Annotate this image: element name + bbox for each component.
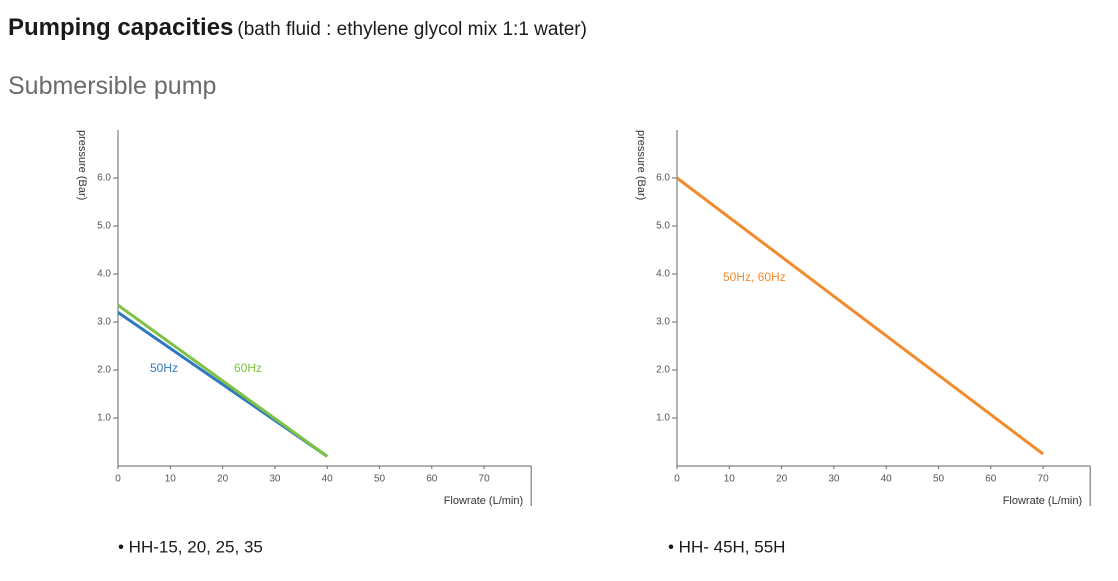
y-tick-label: 4.0 bbox=[97, 269, 111, 280]
x-tick-label: 60 bbox=[985, 474, 997, 485]
y-tick-label: 4.0 bbox=[656, 269, 670, 280]
y-tick-label: 2.0 bbox=[656, 365, 670, 376]
x-tick-label: 20 bbox=[217, 474, 229, 485]
x-tick-label: 70 bbox=[1038, 474, 1050, 485]
chart-caption: • HH- 45H, 55H bbox=[668, 537, 785, 556]
y-tick-label: 3.0 bbox=[97, 317, 111, 328]
series-label: 50Hz, 60Hz bbox=[723, 270, 786, 284]
y-tick-label: 3.0 bbox=[656, 317, 670, 328]
y-tick-label: 2.0 bbox=[97, 365, 111, 376]
y-tick-label: 1.0 bbox=[656, 413, 670, 424]
page-subtitle: (bath fluid : ethylene glycol mix 1:1 wa… bbox=[237, 19, 587, 40]
x-tick-label: 0 bbox=[674, 474, 680, 485]
x-tick-label: 10 bbox=[165, 474, 177, 485]
x-tick-label: 50 bbox=[374, 474, 386, 485]
y-tick-label: 6.0 bbox=[97, 173, 111, 184]
x-tick-label: 60 bbox=[426, 474, 438, 485]
series-label: 50Hz bbox=[150, 361, 178, 375]
x-tick-label: 70 bbox=[479, 474, 491, 485]
series-line bbox=[676, 176, 1045, 456]
section-title: Submersible pump bbox=[8, 72, 217, 100]
heading: Pumping capacities (bath fluid : ethylene… bbox=[8, 14, 587, 42]
y-axis-title: pressure (Bar) bbox=[76, 130, 88, 200]
x-tick-label: 40 bbox=[322, 474, 334, 485]
x-axis-title: Flowrate (L/min) bbox=[444, 495, 523, 507]
y-tick-label: 6.0 bbox=[656, 173, 670, 184]
x-tick-label: 40 bbox=[881, 474, 893, 485]
series-label: 60Hz bbox=[234, 361, 262, 375]
x-tick-label: 0 bbox=[115, 474, 121, 485]
y-tick-label: 1.0 bbox=[97, 413, 111, 424]
page-title: Pumping capacities bbox=[8, 14, 234, 41]
x-tick-label: 10 bbox=[724, 474, 736, 485]
y-axis-title: pressure (Bar) bbox=[635, 130, 647, 200]
series-line bbox=[117, 303, 329, 458]
chart-caption: • HH-15, 20, 25, 35 bbox=[118, 537, 263, 556]
y-tick-label: 5.0 bbox=[656, 221, 670, 232]
x-tick-label: 30 bbox=[269, 474, 281, 485]
y-tick-label: 5.0 bbox=[97, 221, 111, 232]
x-tick-label: 30 bbox=[828, 474, 840, 485]
x-tick-label: 20 bbox=[776, 474, 788, 485]
x-tick-label: 50 bbox=[933, 474, 945, 485]
x-axis-title: Flowrate (L/min) bbox=[1003, 495, 1082, 507]
